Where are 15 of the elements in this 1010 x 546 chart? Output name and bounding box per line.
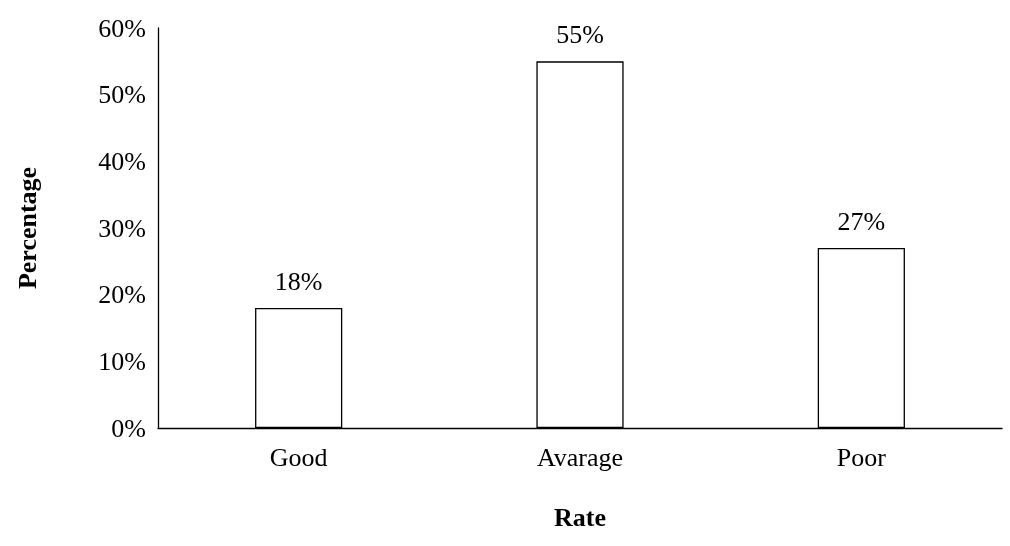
x-axis-title: Rate xyxy=(554,502,606,532)
y-axis-title: Percentage xyxy=(12,166,42,290)
data-label: 18% xyxy=(274,266,323,296)
y-tick-label: 10% xyxy=(98,346,146,376)
y-tick-label: 20% xyxy=(98,280,146,310)
y-tick-label: 40% xyxy=(98,146,146,176)
data-label: 55% xyxy=(556,19,604,49)
x-tick-label: Poor xyxy=(836,442,887,472)
y-tick-label: 60% xyxy=(98,13,146,43)
x-tick-label: Good xyxy=(269,442,328,472)
y-tick-label: 50% xyxy=(98,80,146,110)
y-tick-label: 30% xyxy=(98,213,146,243)
y-tick-label: 0% xyxy=(111,413,146,443)
data-label: 27% xyxy=(837,206,886,236)
x-tick-label: Avarage xyxy=(536,442,624,472)
